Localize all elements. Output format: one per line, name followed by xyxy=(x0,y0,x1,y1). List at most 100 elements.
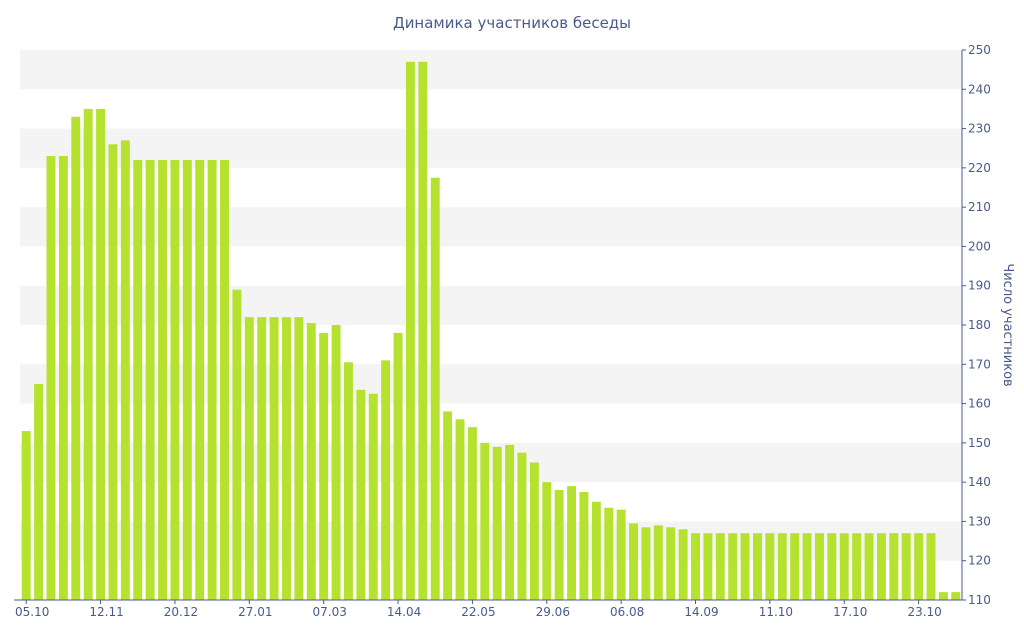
bar[interactable] xyxy=(492,446,502,600)
bar[interactable] xyxy=(244,317,254,600)
y-tick-label: 110 xyxy=(968,593,991,607)
bar[interactable] xyxy=(889,533,899,600)
bar[interactable] xyxy=(753,533,762,600)
bar[interactable] xyxy=(158,160,167,600)
bar[interactable] xyxy=(554,490,564,600)
bar[interactable] xyxy=(653,525,663,600)
bar[interactable] xyxy=(815,533,824,600)
bar[interactable] xyxy=(145,160,155,600)
bar[interactable] xyxy=(641,527,651,600)
bar[interactable] xyxy=(678,529,688,600)
bar[interactable] xyxy=(282,317,291,600)
bar[interactable] xyxy=(344,362,353,600)
bar[interactable] xyxy=(839,533,849,600)
y-axis: 110 120 130 140 150 160 170 180 190 200 210 220 230 2… xyxy=(961,43,991,607)
bar[interactable] xyxy=(120,140,130,601)
bar[interactable] xyxy=(827,533,837,600)
bar[interactable] xyxy=(616,509,626,600)
bar[interactable] xyxy=(715,533,725,600)
bar[interactable] xyxy=(368,393,378,600)
chart-title: Динамика участников беседы xyxy=(392,14,632,32)
x-tick-label: 29.06 xyxy=(536,605,570,619)
bar[interactable] xyxy=(505,444,515,600)
bar[interactable] xyxy=(691,533,700,600)
bar-series xyxy=(21,61,961,601)
x-axis: 05.10 12.11 20.12 27.01 07.03 14.04 22.05 29.06… xyxy=(14,599,962,619)
grid-band xyxy=(20,50,962,90)
y-tick-label: 230 xyxy=(968,122,991,136)
bar[interactable] xyxy=(331,325,341,600)
bar[interactable] xyxy=(777,533,787,600)
bar[interactable] xyxy=(740,533,750,600)
x-tick-label: 17.10 xyxy=(833,605,867,619)
x-tick-label: 27.01 xyxy=(238,605,272,619)
bar[interactable] xyxy=(467,427,477,600)
bar[interactable] xyxy=(58,156,68,600)
y-axis-label: Число участников xyxy=(1000,263,1015,386)
bar[interactable] xyxy=(306,323,316,600)
bar[interactable] xyxy=(455,419,465,600)
y-tick-label: 130 xyxy=(968,514,991,528)
x-tick-label: 07.03 xyxy=(312,605,346,619)
bar[interactable] xyxy=(703,533,713,600)
bar[interactable] xyxy=(269,317,279,600)
bar[interactable] xyxy=(604,507,614,600)
bar[interactable] xyxy=(591,501,601,600)
x-tick-label: 20.12 xyxy=(164,605,198,619)
bar[interactable] xyxy=(319,332,329,600)
bar[interactable] xyxy=(951,592,961,600)
bar[interactable] xyxy=(170,160,180,600)
bar[interactable] xyxy=(46,156,56,600)
bar[interactable] xyxy=(108,144,118,601)
bar[interactable] xyxy=(207,160,217,600)
y-tick-label: 210 xyxy=(968,200,991,214)
bar[interactable] xyxy=(220,160,229,600)
bar[interactable] xyxy=(938,592,948,600)
bar[interactable] xyxy=(294,317,304,600)
bar[interactable] xyxy=(34,383,44,600)
bar[interactable] xyxy=(21,431,31,600)
bar[interactable] xyxy=(728,533,738,600)
bar[interactable] xyxy=(405,61,415,601)
bar[interactable] xyxy=(876,533,886,600)
bar[interactable] xyxy=(926,533,936,600)
bar[interactable] xyxy=(195,160,205,600)
bar[interactable] xyxy=(356,389,366,600)
bar[interactable] xyxy=(852,533,862,600)
bar[interactable] xyxy=(579,491,589,600)
bar[interactable] xyxy=(480,442,490,600)
bar[interactable] xyxy=(542,482,552,600)
y-tick-label: 170 xyxy=(968,357,991,371)
bar[interactable] xyxy=(901,533,911,600)
y-tick-label: 140 xyxy=(968,475,991,489)
bar[interactable] xyxy=(133,160,143,600)
y-tick-label: 180 xyxy=(968,318,991,332)
bar[interactable] xyxy=(381,360,391,600)
bar[interactable] xyxy=(529,462,539,601)
x-tick-label: 22.05 xyxy=(461,605,495,619)
bar[interactable] xyxy=(418,61,428,601)
bar[interactable] xyxy=(914,533,924,600)
x-tick-label: 14.04 xyxy=(387,605,421,619)
x-tick-label: 14.09 xyxy=(684,605,718,619)
bar[interactable] xyxy=(765,533,775,600)
bar[interactable] xyxy=(393,332,403,600)
bar[interactable] xyxy=(666,527,676,600)
bar[interactable] xyxy=(96,108,106,601)
bar[interactable] xyxy=(629,523,638,600)
bar[interactable] xyxy=(71,116,81,600)
y-tick-label: 200 xyxy=(968,239,991,253)
bar[interactable] xyxy=(567,486,577,600)
bar[interactable] xyxy=(864,533,874,600)
bar[interactable] xyxy=(517,452,527,600)
bar[interactable] xyxy=(182,160,192,600)
bar[interactable] xyxy=(232,289,242,600)
x-tick-label: 12.11 xyxy=(89,605,123,619)
bar[interactable] xyxy=(83,108,93,601)
bar[interactable] xyxy=(443,411,453,600)
bar[interactable] xyxy=(430,177,440,600)
bar[interactable] xyxy=(790,533,800,600)
bar[interactable] xyxy=(257,317,267,600)
x-tick-label: 06.08 xyxy=(610,605,644,619)
bar[interactable] xyxy=(802,533,812,600)
